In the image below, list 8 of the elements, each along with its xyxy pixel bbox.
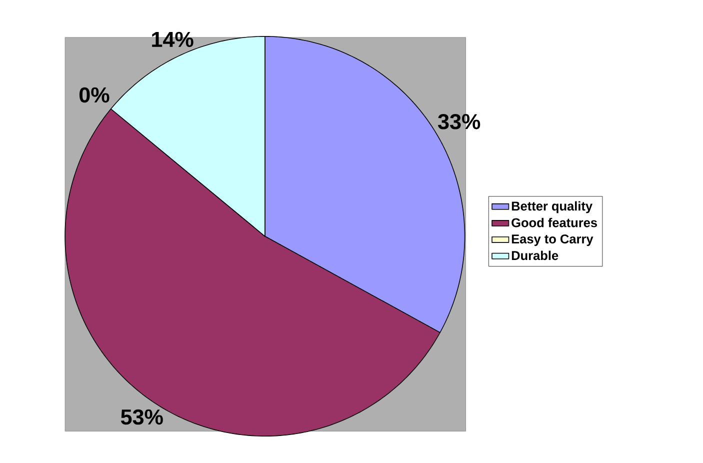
legend-label: Durable — [512, 250, 558, 260]
data-label: 33% — [438, 114, 480, 130]
data-label: 53% — [120, 409, 163, 425]
text: 0% — [80, 87, 110, 103]
legend-label: Better quality — [512, 201, 592, 214]
legend-label: Easy to Carry — [512, 234, 594, 246]
legend-label: Good features — [512, 218, 597, 228]
data-label: 14% — [152, 32, 194, 48]
